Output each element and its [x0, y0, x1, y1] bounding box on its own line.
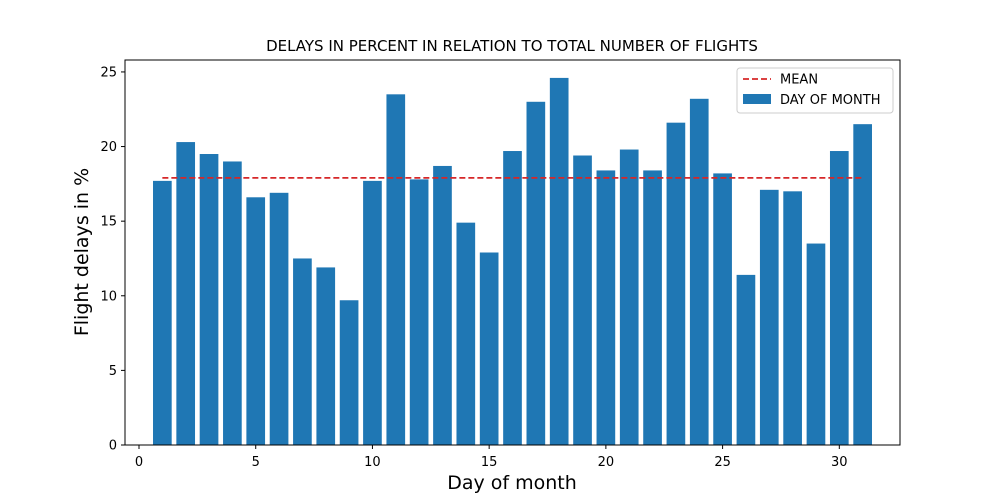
bar-day-30 [829, 151, 849, 445]
x-tick-label: 10 [364, 455, 381, 470]
bar-day-7 [293, 258, 312, 445]
bar-day-20 [596, 170, 616, 445]
bar-day-3 [199, 154, 219, 445]
bar-day-23 [666, 122, 686, 446]
x-tick-label: 20 [598, 455, 615, 470]
bar-day-29 [806, 243, 826, 445]
y-axis: 0 5 10 15 20 25 [100, 65, 125, 454]
bar-day-16 [503, 151, 522, 445]
bar-day-12 [409, 179, 429, 445]
y-tick-label: 5 [109, 364, 117, 379]
bar-day-9 [339, 300, 359, 445]
bar-day-6 [269, 192, 289, 445]
x-tick-label: 5 [252, 455, 260, 470]
x-axis-title: Day of month [447, 472, 577, 494]
bar-day-15 [479, 252, 499, 445]
y-tick-label: 0 [109, 439, 117, 454]
x-axis: 0 5 10 15 20 25 30 [135, 445, 848, 470]
bar-day-18 [549, 77, 569, 445]
bar-day-11 [386, 94, 406, 445]
bar-day-10 [363, 180, 382, 446]
x-tick-label: 25 [714, 455, 731, 470]
plot-area-frame [124, 59, 901, 446]
bar-day-21 [619, 149, 639, 445]
y-tick-label: 20 [100, 140, 117, 155]
bar-day-5 [246, 197, 266, 445]
bar-day-26 [736, 274, 756, 445]
bar-day-19 [573, 155, 592, 445]
x-tick-label: 15 [481, 455, 498, 470]
bar-day-14 [456, 222, 476, 445]
bar-day-4 [223, 161, 242, 445]
y-tick-label: 15 [100, 215, 117, 230]
bar-day-28 [783, 191, 802, 445]
legend-bar-swatch [743, 94, 771, 104]
y-axis-title: Flight delays in % [71, 168, 93, 336]
bar-day-2 [176, 142, 196, 445]
chart-title: DELAYS IN PERCENT IN RELATION TO TOTAL N… [266, 37, 758, 55]
bar-day-25 [713, 173, 732, 445]
legend-bar-label: DAY OF MONTH [780, 93, 880, 108]
y-tick-label: 25 [100, 65, 117, 80]
bar-day-27 [759, 189, 779, 445]
x-tick-label: 30 [831, 455, 848, 470]
bar-day-24 [689, 98, 709, 445]
legend: MEAN DAY OF MONTH [736, 67, 894, 114]
bar-day-17 [526, 101, 546, 445]
bar-day-22 [643, 170, 662, 445]
bar-day-31 [853, 124, 872, 446]
bar-day-1 [153, 180, 172, 446]
y-tick-label: 10 [100, 289, 117, 304]
bar-day-8 [316, 267, 336, 445]
bar-day-13 [433, 165, 452, 445]
legend-box [736, 67, 894, 114]
x-tick-label: 0 [135, 455, 143, 470]
bars-layer [153, 77, 872, 446]
legend-mean-label: MEAN [780, 73, 818, 88]
